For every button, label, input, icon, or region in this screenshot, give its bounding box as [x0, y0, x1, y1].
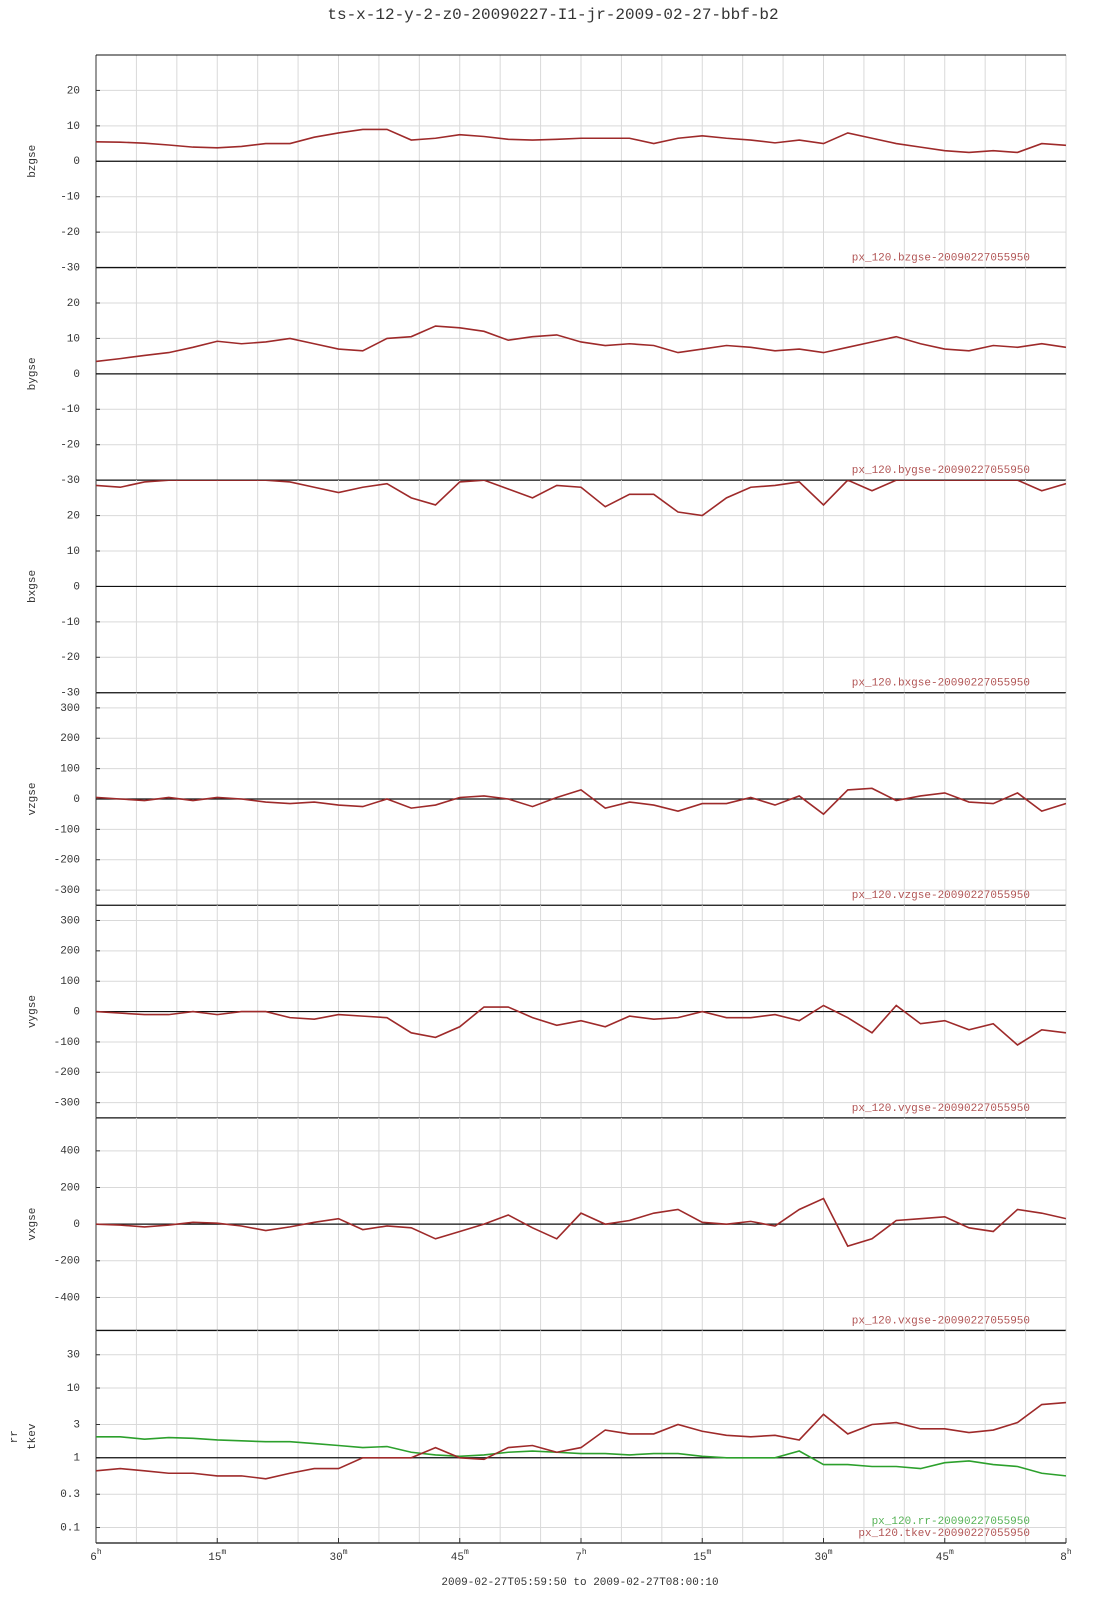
y-tick-label: -300	[54, 885, 80, 897]
y-axis-label: tkev	[27, 1423, 39, 1450]
y-tick-label: 3	[73, 1419, 80, 1431]
y-tick-label: 0	[73, 1006, 80, 1018]
y-tick-label: 10	[67, 121, 80, 133]
y-tick-label: -200	[54, 855, 80, 867]
y-axis-label: bxgse	[27, 570, 39, 603]
series-line	[96, 1004, 1066, 1046]
y-tick-label: -10	[60, 404, 80, 416]
y-tick-label: -300	[54, 1098, 80, 1110]
legend-label: px_120.rr-20090227055950	[872, 1516, 1030, 1528]
y-tick-label: 10	[67, 1383, 80, 1395]
series-line	[96, 1197, 1066, 1248]
y-tick-label: 200	[60, 1182, 80, 1194]
series-line	[96, 1435, 1066, 1477]
y-tick-label: -400	[54, 1292, 80, 1304]
legend-label: px_120.bxgse-20090227055950	[852, 678, 1030, 690]
y-tick-label: 20	[67, 85, 80, 97]
x-tick-label: 30m	[814, 1548, 832, 1564]
y-tick-label: -100	[54, 1037, 80, 1049]
y-tick-label: -30	[60, 262, 80, 274]
x-tick-label: 45m	[451, 1548, 469, 1564]
y-tick-label: 0	[73, 156, 80, 168]
y-tick-label: 0	[73, 1219, 80, 1231]
y-axis-label: bygse	[27, 357, 39, 390]
y-tick-label: -20	[60, 227, 80, 239]
y-tick-label: 0	[73, 369, 80, 381]
series-line	[96, 325, 1066, 363]
y-tick-label: -30	[60, 688, 80, 700]
series-line	[96, 128, 1066, 154]
y-tick-label: -200	[54, 1256, 80, 1268]
legend-label: px_120.bygse-20090227055950	[852, 465, 1030, 477]
series-line	[96, 480, 1066, 517]
y-tick-label: 0	[73, 581, 80, 593]
x-tick-label: 6h	[90, 1548, 102, 1564]
y-tick-label: 100	[60, 764, 80, 776]
y-tick-label: -20	[60, 652, 80, 664]
y-axis-label: bzgse	[27, 145, 39, 178]
x-axis-label: 2009-02-27T05:59:50 to 2009-02-27T08:00:…	[441, 1577, 718, 1589]
y-tick-label: 1	[73, 1453, 80, 1465]
x-tick-label: 8h	[1060, 1548, 1072, 1564]
series-line	[96, 1401, 1066, 1480]
x-tick-label: 30m	[329, 1548, 347, 1564]
y-tick-label: 30	[67, 1350, 80, 1362]
y-tick-label: -100	[54, 824, 80, 836]
x-tick-label: 7h	[575, 1548, 587, 1564]
series-line	[96, 787, 1066, 816]
y-tick-label: -30	[60, 475, 80, 487]
x-tick-label: 15m	[208, 1548, 226, 1564]
y-tick-label: 300	[60, 703, 80, 715]
y-axis-label: vzgse	[27, 782, 39, 815]
y-tick-label: 0.3	[60, 1489, 80, 1501]
x-tick-label: 15m	[693, 1548, 711, 1564]
chart-title: ts-x-12-y-2-z0-20090227-I1-jr-2009-02-27…	[327, 6, 778, 24]
y-axis-label: vxgse	[27, 1208, 39, 1241]
y-tick-label: -20	[60, 440, 80, 452]
y-tick-label: 10	[67, 546, 80, 558]
y-tick-label: -10	[60, 192, 80, 204]
y-tick-label: 400	[60, 1146, 80, 1158]
y-tick-label: 0.1	[60, 1522, 80, 1534]
y-tick-label: 100	[60, 976, 80, 988]
y-tick-label: 20	[67, 510, 80, 522]
y-axis-label: vygse	[27, 995, 39, 1028]
legend-label: px_120.vxgse-20090227055950	[852, 1315, 1030, 1327]
legend-label: px_120.tkev-20090227055950	[858, 1528, 1030, 1540]
y-tick-label: 0	[73, 794, 80, 806]
y-tick-label: 200	[60, 946, 80, 958]
x-tick-label: 45m	[936, 1548, 954, 1564]
legend-label: px_120.bzgse-20090227055950	[852, 252, 1030, 264]
y-axis-label: rr	[9, 1430, 21, 1443]
legend-label: px_120.vygse-20090227055950	[852, 1103, 1030, 1115]
y-tick-label: 20	[67, 298, 80, 310]
y-tick-label: -10	[60, 617, 80, 629]
y-tick-label: 200	[60, 733, 80, 745]
y-tick-label: 10	[67, 333, 80, 345]
legend-label: px_120.vzgse-20090227055950	[852, 890, 1030, 902]
y-tick-label: -200	[54, 1067, 80, 1079]
y-tick-label: 300	[60, 915, 80, 927]
